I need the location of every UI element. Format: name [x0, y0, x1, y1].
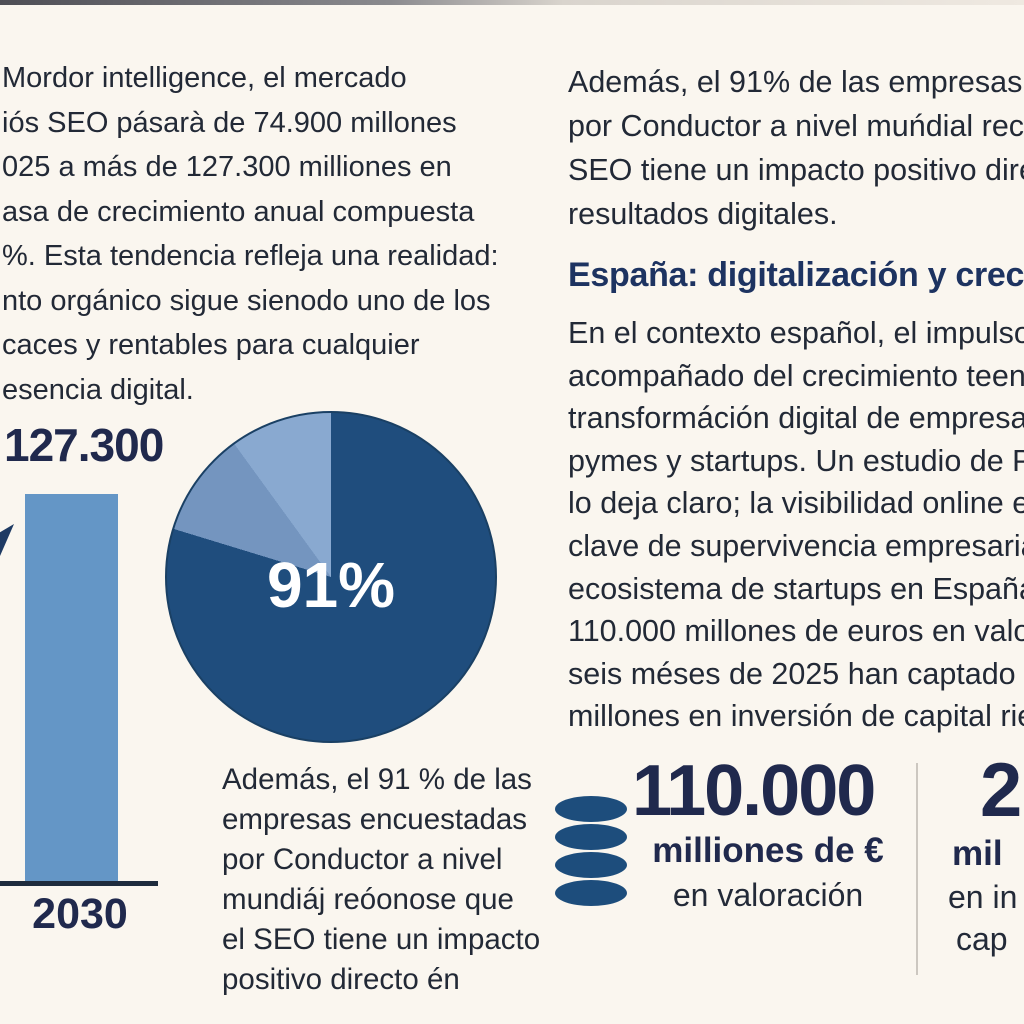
intro-line: 025 a más de 127.300 milliones en — [2, 151, 452, 183]
intro-line: asa de crecimiento anual compuesta — [2, 195, 475, 228]
pie-caption-line: el SEO tiene un impacto — [222, 923, 541, 956]
paragraph-line: 110.000 millones de euros en valor — [568, 614, 1024, 649]
intro-line: nto orgánico sigue sienodo uno de los — [2, 284, 491, 317]
growth-arrow-icon — [0, 524, 16, 595]
bar-value-label: 127.300 — [4, 419, 164, 471]
paragraph-line: por Conductor a nivel muńdial reco — [568, 109, 1024, 143]
paragraph-line: lo deja claro; la visibilidad online es — [568, 486, 1024, 521]
paragraph-line: Además, el 91% de las empresas e — [568, 65, 1024, 99]
paragraph-line: pymes y startups. Un estudio de Pu — [568, 443, 1024, 478]
intro-line: caces y rentables para cualquier — [2, 329, 420, 361]
paragraph-line: seis méses de 2025 han captado c — [568, 656, 1024, 691]
x-axis-line — [0, 881, 158, 886]
pie-caption-line: empresas encuestadas — [222, 803, 528, 836]
stat-valuation-value: 110.000 — [632, 751, 876, 831]
pie-caption-line: por Conductor a nivel — [222, 843, 503, 876]
stat-investment-unit: mil — [952, 834, 1003, 873]
pie-caption-line: positivo directo én — [222, 963, 460, 996]
pie-chart: 91% — [165, 411, 497, 743]
stat-investment-caption-line1: en in — [948, 879, 1018, 915]
paragraph-line: transformáción digital de empresa — [568, 401, 1024, 436]
x-axis-label: 2030 — [32, 890, 128, 938]
seo-impact-paragraph: Además, el 91% de las empresas e por Con… — [568, 60, 1024, 236]
stat-valuation-caption: en valoración — [672, 877, 864, 913]
intro-line: iós SEO pásarà de 74.900 millones — [2, 106, 457, 139]
paragraph-line: clave de supervivencia empresaria — [568, 528, 1024, 563]
paragraph-line: SEO tiene un impacto positivo diré — [568, 153, 1024, 187]
intro-line: Mordor intelligence, el mercado — [2, 62, 407, 94]
pie-caption: Además, el 91 % de las empresas encuesta… — [222, 760, 540, 1000]
intro-line: %. Esta tendencia refleja una realidad: — [2, 240, 499, 272]
section-heading-espana: España: digitalización y crecim — [568, 256, 1024, 294]
bar-2030 — [25, 494, 118, 883]
top-edge-strip — [0, 0, 1024, 5]
paragraph-line: resultados digitales. — [568, 197, 838, 231]
paragraph-line: millones en inversión de capital rie — [568, 699, 1024, 734]
paragraph-line: acompañado del crecimiento teen — [568, 358, 1024, 393]
intro-line: esencia digital. — [2, 373, 194, 406]
paragraph-line: En el contexto español, el impulso — [568, 316, 1024, 350]
database-icon — [552, 795, 630, 912]
intro-paragraph: Mordor intelligence, el mercado iós SEO … — [2, 56, 499, 412]
stat-investment-caption-line2: cap — [956, 921, 1008, 957]
pie-caption-line: Además, el 91 % de las — [222, 763, 532, 796]
paragraph-line: ecosistema de startups en España — [568, 571, 1024, 606]
stats-divider — [916, 763, 918, 975]
stat-investment-value: 2 — [980, 748, 1023, 833]
pie-caption-line: mundiáj reóonose que — [222, 883, 514, 916]
contexto-espanol-paragraph: En el contexto español, el impulso acomp… — [568, 312, 1024, 738]
pie-percentage-label: 91% — [266, 549, 396, 621]
stat-valuation-unit: milliones de € — [652, 831, 884, 870]
